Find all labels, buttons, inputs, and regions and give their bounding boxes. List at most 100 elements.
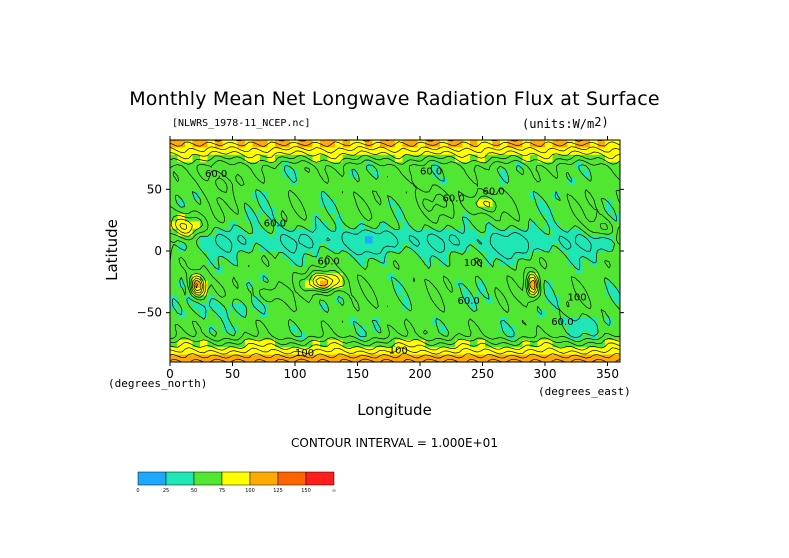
field-cell <box>230 302 239 311</box>
field-cell <box>492 310 501 319</box>
field-cell <box>492 184 501 193</box>
field-cell <box>297 310 306 319</box>
field-cell <box>237 154 246 163</box>
field-cell <box>252 243 261 252</box>
field-cell <box>320 154 329 163</box>
contour-label: 60.0 <box>458 296 480 307</box>
field-cell <box>282 228 291 237</box>
field-cell <box>297 251 306 259</box>
field-cell <box>320 325 329 333</box>
field-cell <box>245 221 254 230</box>
field-cell <box>470 273 479 282</box>
field-cell <box>237 169 246 178</box>
field-cell <box>560 184 569 193</box>
field-cell <box>477 214 486 222</box>
field-cell <box>560 221 569 230</box>
field-cell <box>530 265 539 274</box>
field-cell <box>537 302 546 311</box>
field-cell <box>447 325 456 333</box>
field-cell <box>522 339 531 348</box>
field-cell <box>605 162 614 171</box>
field-cell <box>552 325 561 333</box>
field-cell <box>612 288 620 296</box>
field-cell <box>432 162 441 171</box>
field-cell <box>522 221 531 230</box>
field-cell <box>470 302 479 311</box>
field-cell <box>312 206 321 215</box>
field-cell <box>365 169 374 178</box>
field-cell <box>395 214 404 222</box>
field-cell <box>185 310 194 319</box>
field-cell <box>275 317 284 326</box>
field-cell <box>387 280 396 289</box>
field-cell <box>222 243 231 252</box>
contour-labels: 60.0 60.060.060.060.060.060.060.010010010… <box>205 167 587 359</box>
field-cell <box>597 310 606 319</box>
field-cell <box>215 288 224 296</box>
field-cell <box>410 310 419 319</box>
field-cell <box>447 243 456 252</box>
chart-title: Monthly Mean Net Longwave Radiation Flux… <box>129 88 660 110</box>
field-cell <box>477 251 486 259</box>
field-cell <box>410 273 419 282</box>
field-cell <box>567 325 576 333</box>
field-cell <box>560 147 569 156</box>
field-cell <box>245 228 254 237</box>
field-cell <box>425 191 434 200</box>
field-cell <box>522 265 531 274</box>
field-cell <box>335 354 344 362</box>
field-cell <box>417 214 426 222</box>
contour-label: 100 <box>464 258 483 269</box>
field-cell <box>590 221 599 230</box>
field-cell <box>387 251 396 259</box>
field-cell <box>350 258 359 267</box>
field-cell <box>605 265 614 274</box>
field-cell <box>492 339 501 348</box>
field-cell <box>215 354 224 362</box>
field-cell <box>612 265 620 274</box>
field-cell <box>252 154 261 163</box>
field-cell <box>477 302 486 311</box>
field-cell <box>207 354 216 362</box>
field-cell <box>545 243 554 252</box>
field-cell <box>305 258 314 267</box>
field-cell <box>612 295 620 304</box>
field-cell <box>605 354 614 362</box>
field-cell <box>192 251 201 259</box>
field-cell <box>545 273 554 282</box>
field-cell <box>605 295 614 304</box>
field-cell <box>297 243 306 252</box>
field-cell <box>425 184 434 193</box>
field-cell <box>410 332 419 341</box>
field-cell <box>485 184 494 193</box>
field-cell <box>350 236 359 245</box>
field-cell <box>575 154 584 163</box>
field-cell <box>200 258 209 267</box>
field-cell <box>237 221 246 230</box>
field-cell <box>552 199 561 208</box>
colorbar-label: 50 <box>191 488 197 494</box>
field-cell <box>200 325 209 333</box>
field-cell <box>282 169 291 178</box>
field-cell <box>462 184 471 193</box>
field-cell <box>327 273 336 282</box>
field-cell <box>597 332 606 341</box>
field-cell <box>222 273 231 282</box>
field-cell <box>327 265 336 274</box>
field-cell <box>312 302 321 311</box>
field-cell <box>425 154 434 163</box>
field-cell <box>492 154 501 163</box>
field-cell <box>567 236 576 245</box>
field-cell <box>537 347 546 356</box>
field-cell <box>515 147 524 156</box>
field-cell <box>500 273 509 282</box>
field-cell <box>327 302 336 311</box>
field-cell <box>395 243 404 252</box>
field-cell <box>192 184 201 193</box>
field-cell <box>267 154 276 163</box>
field-cell <box>575 177 584 185</box>
field-cell <box>552 339 561 348</box>
field-cell <box>537 191 546 200</box>
field-cell <box>387 288 396 296</box>
field-cell <box>597 325 606 333</box>
